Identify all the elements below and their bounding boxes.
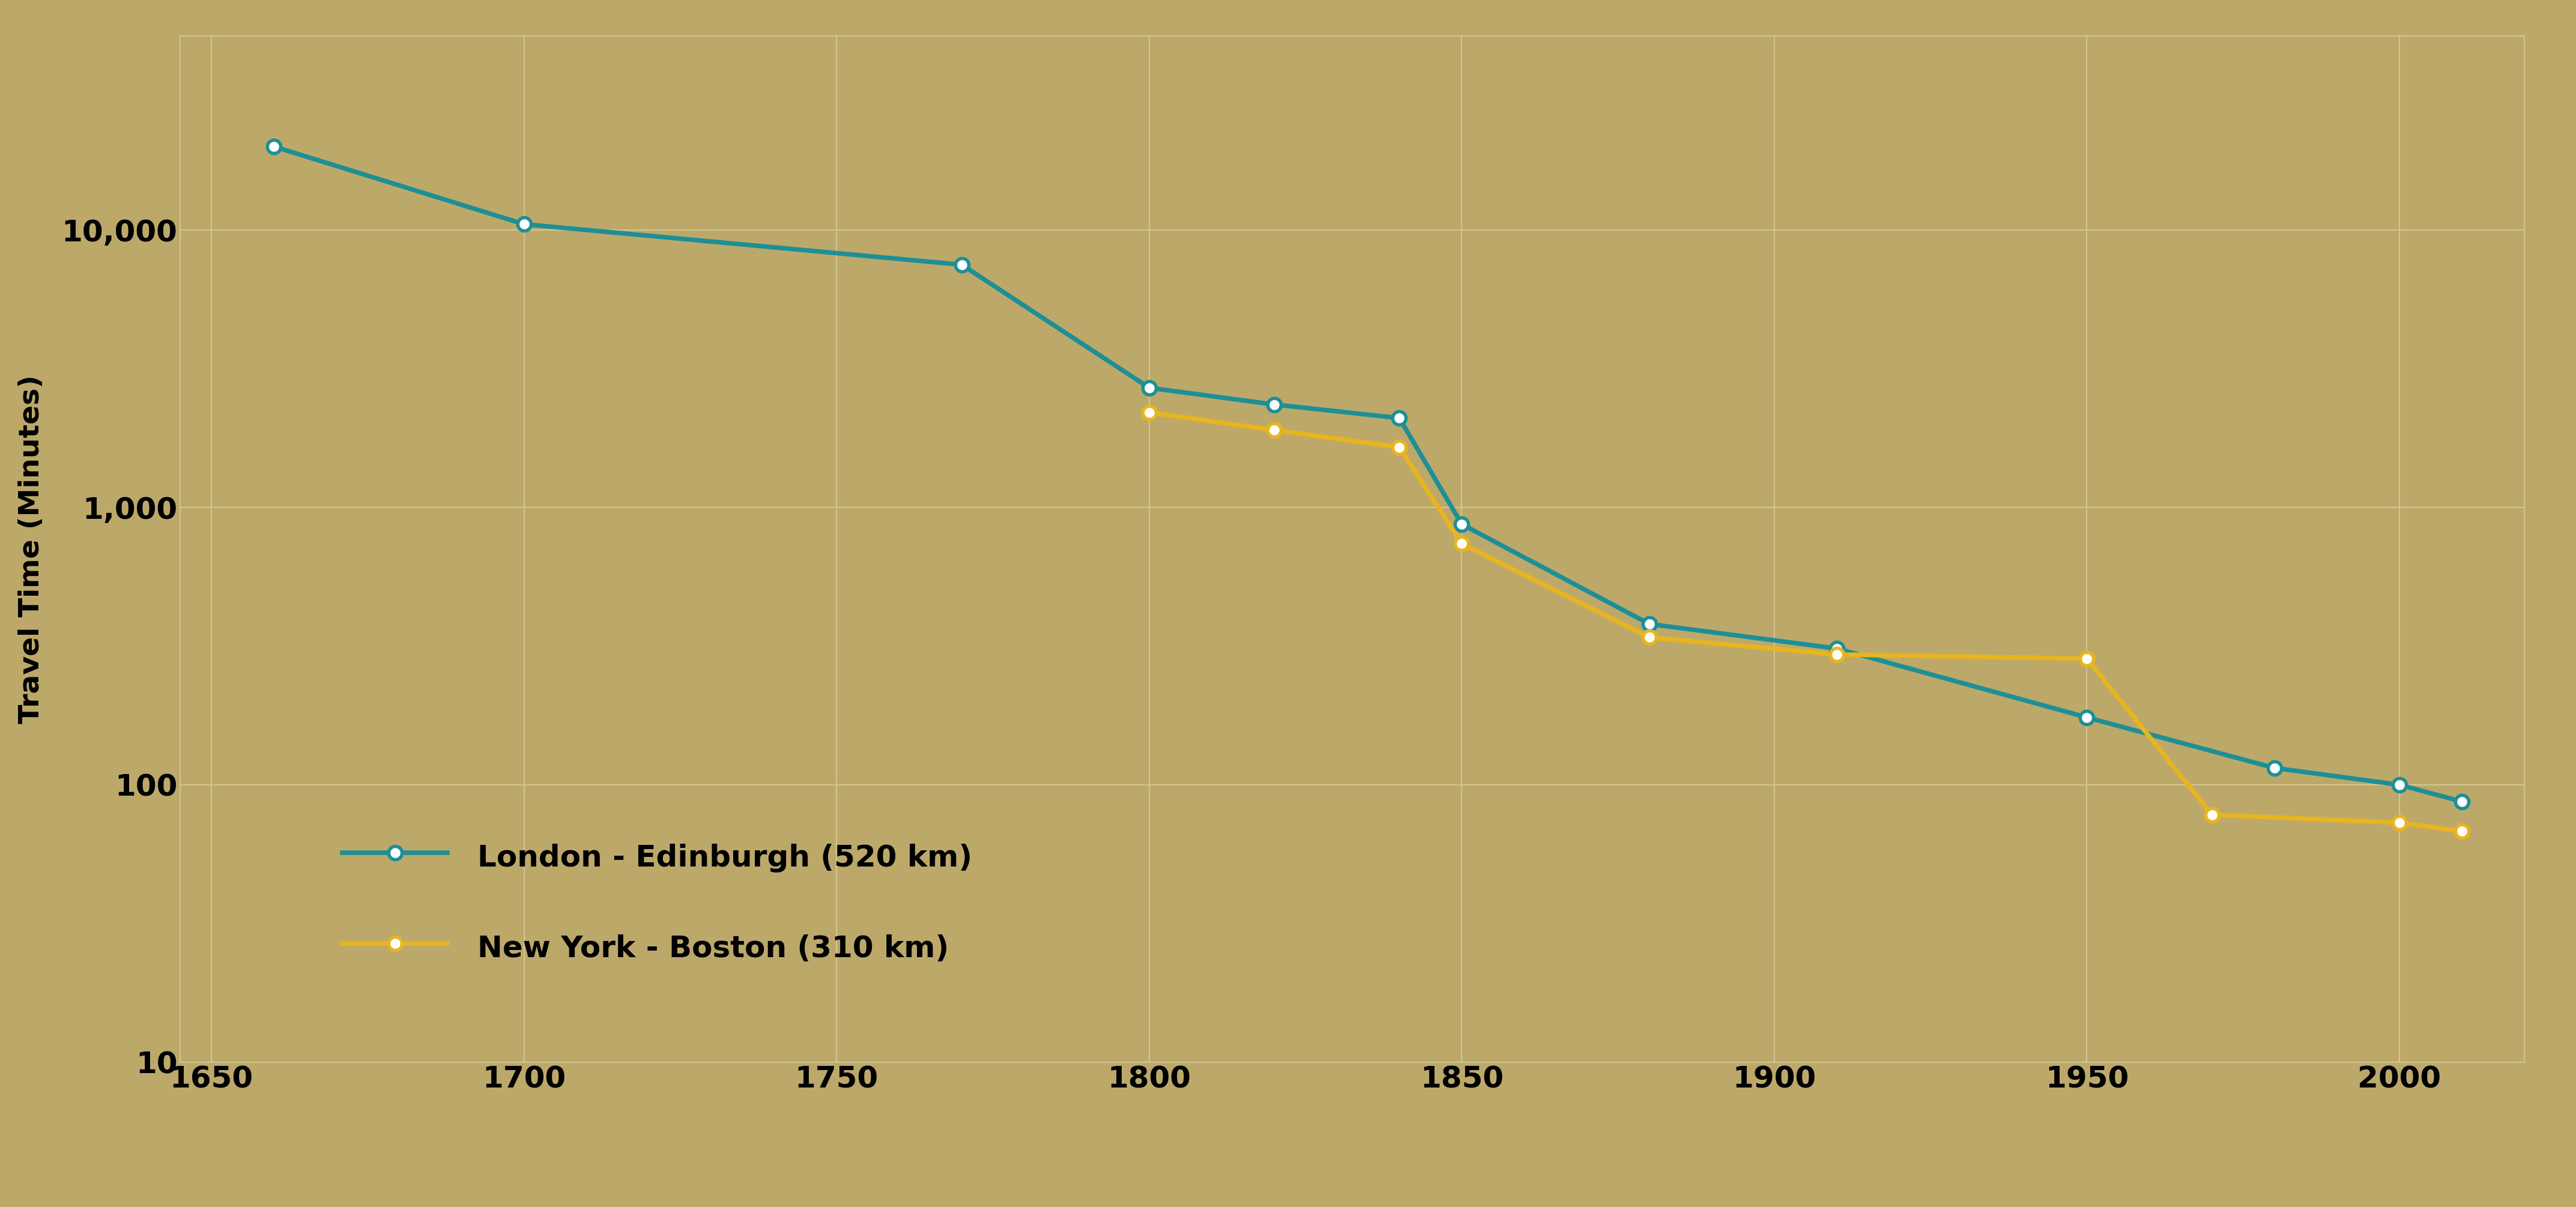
Line: New York - Boston (310 km): New York - Boston (310 km) bbox=[1144, 406, 2468, 838]
London - Edinburgh (520 km) bbox=[1260, 397, 1291, 412]
New York - Boston (310 km) bbox=[1821, 647, 1852, 661]
New York - Boston (310 km) bbox=[1383, 439, 1414, 454]
London - Edinburgh (520 km) bbox=[2071, 710, 2102, 724]
New York - Boston (310 km) bbox=[2383, 816, 2414, 830]
New York - Boston (310 km) bbox=[2071, 652, 2102, 666]
London - Edinburgh (520 km) bbox=[1821, 641, 1852, 655]
London - Edinburgh (520 km) bbox=[1445, 517, 1476, 531]
London - Edinburgh (520 km) bbox=[1383, 410, 1414, 425]
London - Edinburgh (520 km) bbox=[1633, 617, 1664, 631]
Y-axis label: Travel Time (Minutes): Travel Time (Minutes) bbox=[18, 375, 44, 723]
New York - Boston (310 km) bbox=[2197, 807, 2228, 822]
New York - Boston (310 km) bbox=[1260, 422, 1291, 437]
London - Edinburgh (520 km) bbox=[507, 217, 538, 232]
New York - Boston (310 km) bbox=[2447, 824, 2478, 839]
London - Edinburgh (520 km) bbox=[2447, 794, 2478, 809]
London - Edinburgh (520 km) bbox=[258, 139, 289, 153]
London - Edinburgh (520 km) bbox=[2259, 760, 2290, 775]
New York - Boston (310 km) bbox=[1133, 406, 1164, 420]
New York - Boston (310 km) bbox=[1445, 536, 1476, 550]
Line: London - Edinburgh (520 km): London - Edinburgh (520 km) bbox=[268, 140, 2468, 809]
London - Edinburgh (520 km) bbox=[1133, 380, 1164, 395]
New York - Boston (310 km) bbox=[1633, 630, 1664, 645]
London - Edinburgh (520 km) bbox=[945, 257, 976, 272]
London - Edinburgh (520 km) bbox=[2383, 777, 2414, 792]
Legend: London - Edinburgh (520 km), New York - Boston (310 km): London - Edinburgh (520 km), New York - … bbox=[312, 809, 1002, 996]
